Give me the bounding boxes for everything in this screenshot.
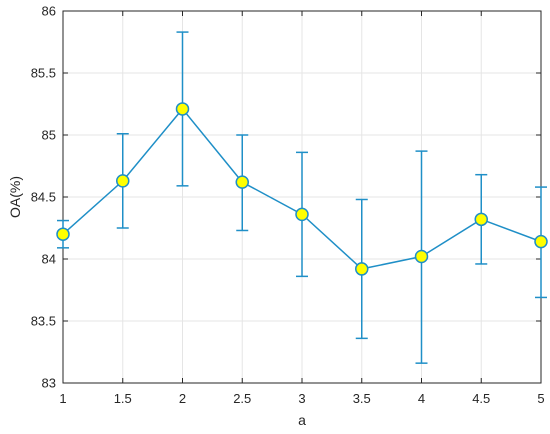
data-point	[116, 174, 130, 188]
y-tick-label: 85.5	[31, 66, 56, 81]
x-tick-label: 3.5	[353, 391, 371, 406]
x-tick-labels: 1 1.5 2 2.5 3 3.5 4 4.5 5	[59, 391, 544, 406]
x-tick-label: 1	[59, 391, 66, 406]
data-point	[56, 227, 70, 241]
x-tick-label: 4	[418, 391, 425, 406]
data-point	[175, 102, 190, 116]
data-point	[474, 212, 488, 227]
x-tick-label: 4.5	[472, 391, 490, 406]
data-point	[414, 249, 429, 264]
data-point	[295, 207, 309, 222]
markers	[56, 102, 548, 276]
x-tick-label: 3	[298, 391, 305, 406]
y-tick-label: 85	[42, 128, 56, 143]
x-tick-label: 2	[179, 391, 186, 406]
y-tick-labels: 83 83.5 84 84.5 85 85.5 86	[31, 4, 56, 391]
tick-layer	[62, 10, 542, 384]
x-tick-label: 1.5	[114, 391, 132, 406]
data-point	[235, 175, 249, 189]
y-tick-label: 83.5	[31, 314, 56, 329]
x-tick-label: 5	[537, 391, 544, 406]
y-tick-label: 86	[42, 4, 56, 19]
y-tick-label: 84.5	[31, 190, 56, 205]
data-point	[534, 234, 548, 249]
y-tick-label: 84	[42, 252, 56, 267]
y-tick-label: 83	[42, 376, 56, 391]
y-axis-label: OA(%)	[7, 176, 23, 218]
x-tick-label: 2.5	[233, 391, 251, 406]
x-axis-label: a	[298, 412, 306, 428]
data-point	[355, 262, 369, 276]
